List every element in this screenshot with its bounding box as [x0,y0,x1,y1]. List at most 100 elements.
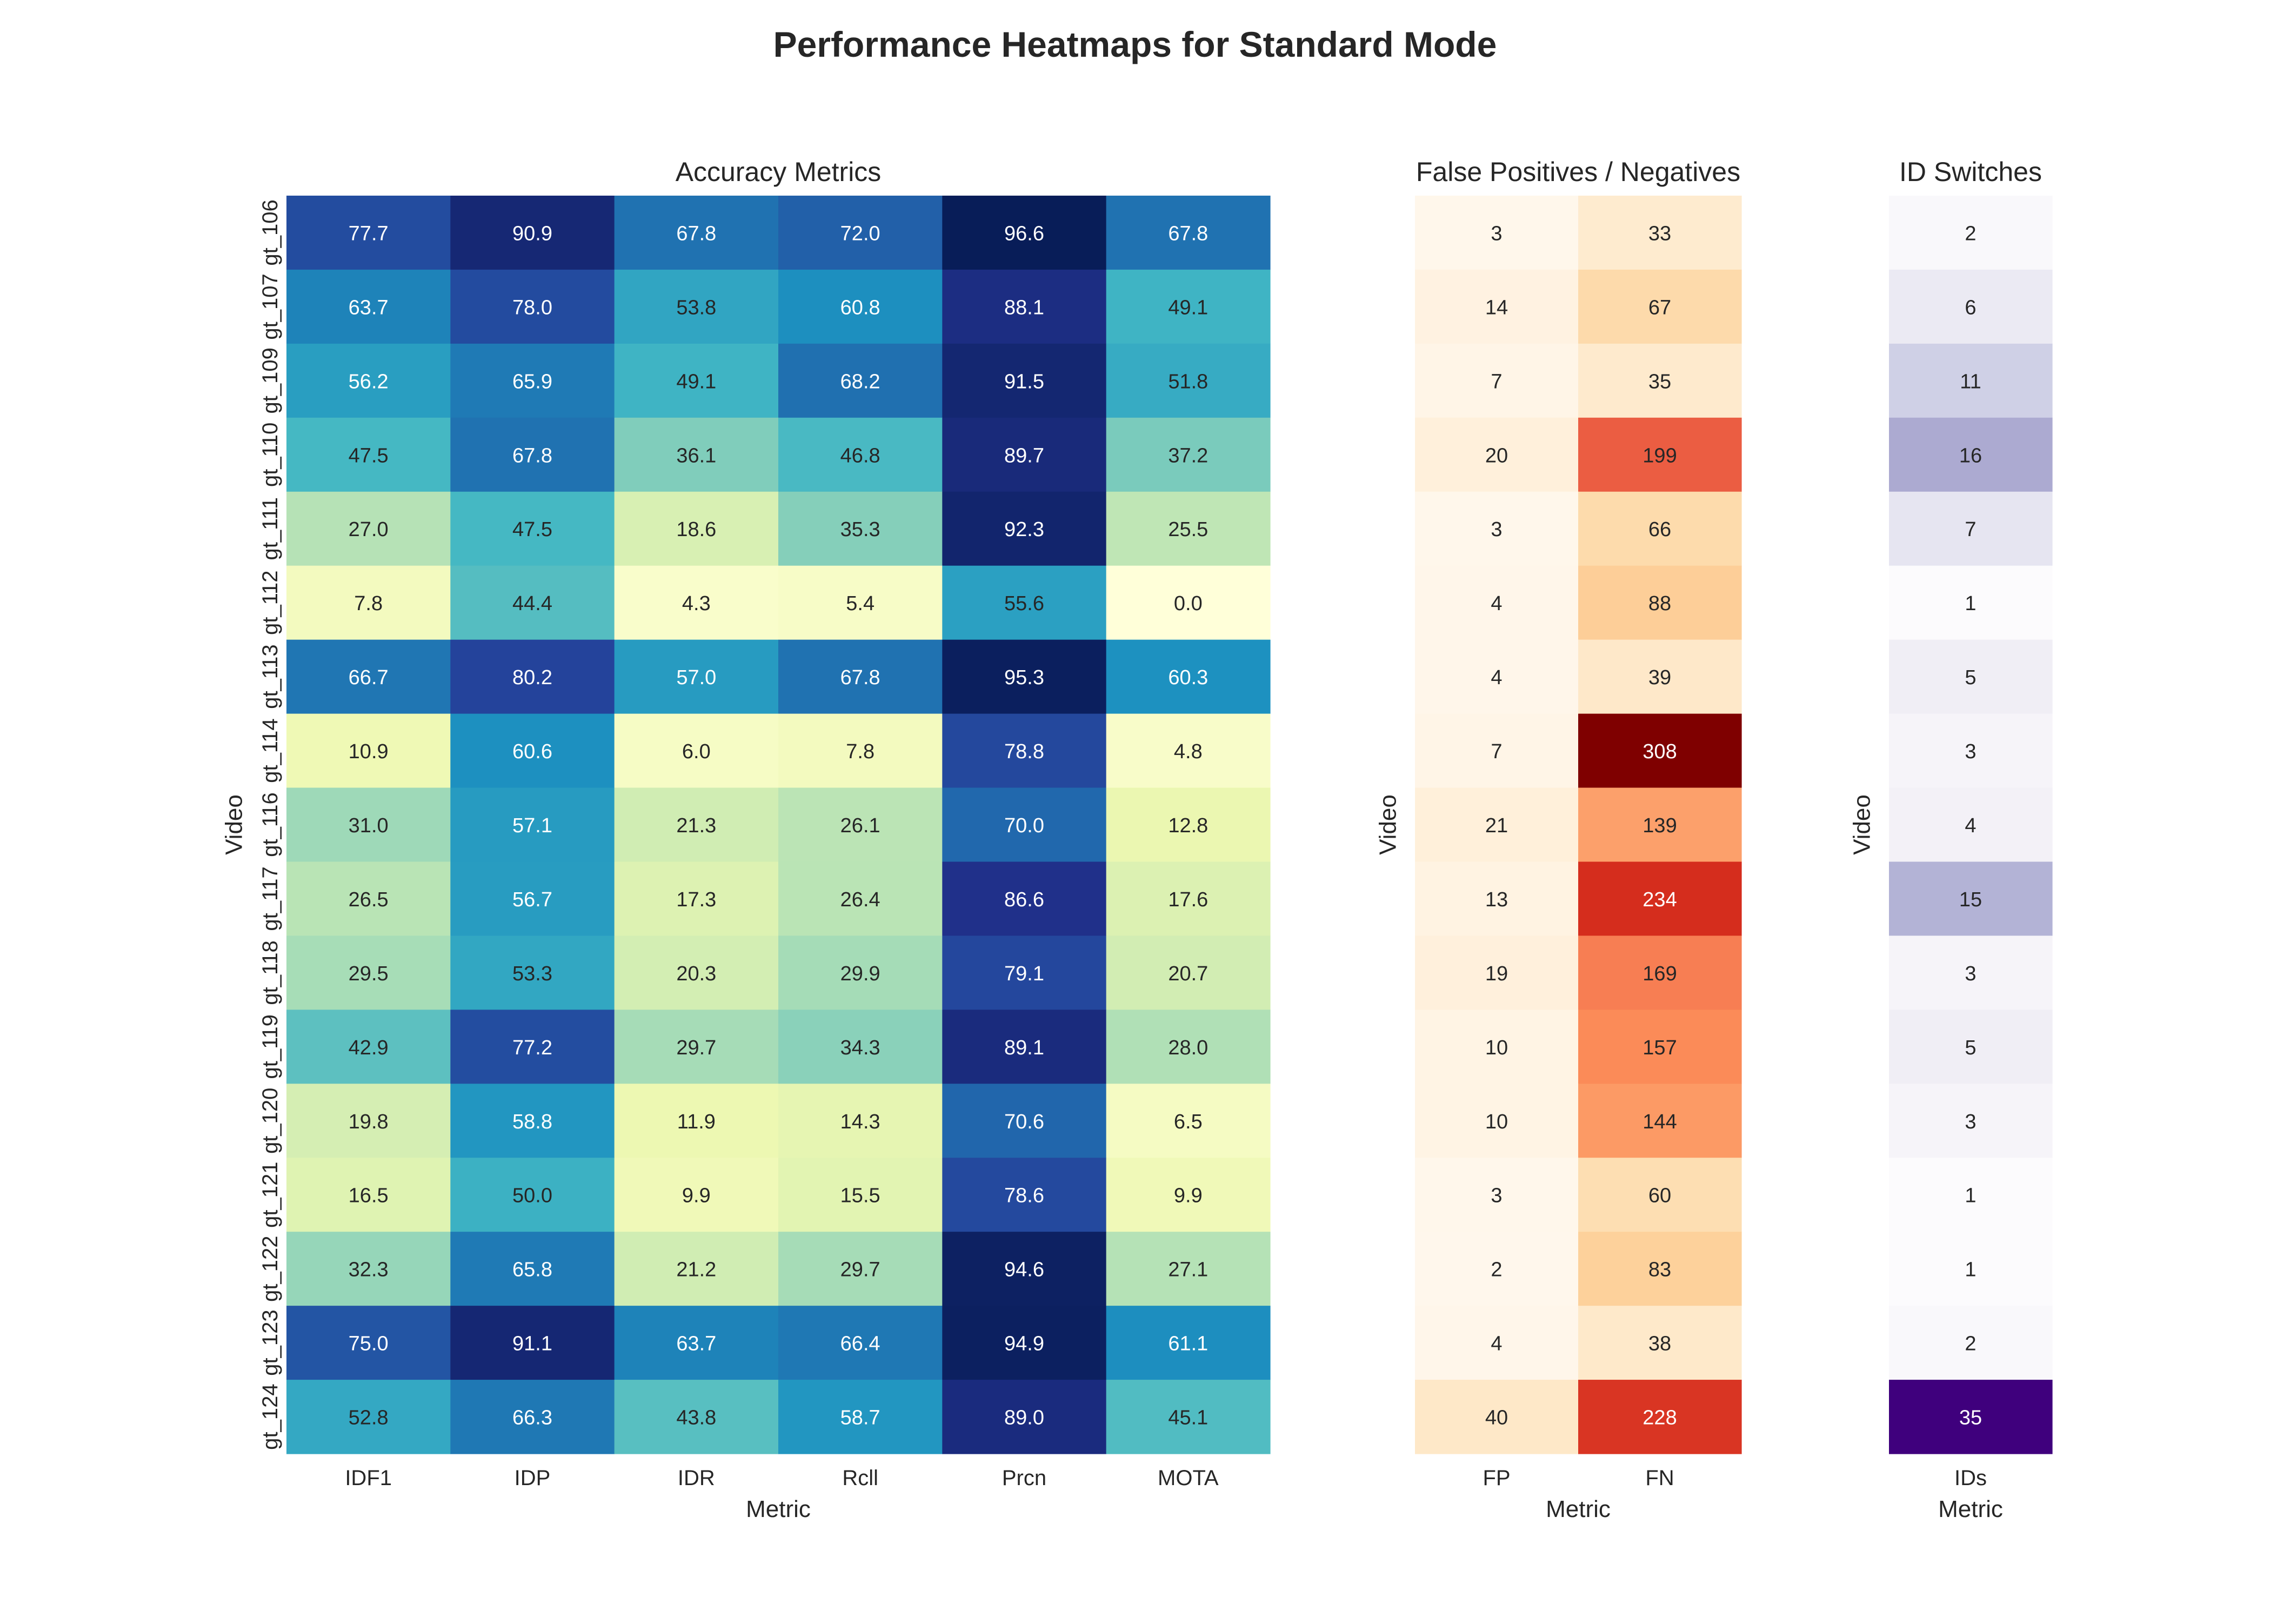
heatmap-cell [778,1084,943,1158]
y-tick-label: gt_121 [258,1162,282,1228]
y-axis-label: Video [221,794,248,855]
cell-label: 56.2 [349,370,389,393]
cell-label: 29.7 [676,1037,716,1059]
heatmap-cell [286,1158,451,1232]
x-tick-label: MOTA [1158,1466,1219,1490]
cell-label: 3 [1491,222,1502,245]
heatmap-cell [1415,935,1579,1010]
heatmap-cell [1415,491,1579,566]
cell-label: 10 [1485,1037,1508,1059]
heatmap-cell [942,196,1107,270]
cell-label: 19 [1485,963,1508,985]
heatmap-cell [614,1084,779,1158]
heatmap-cell [1415,565,1579,640]
cell-label: 3 [1965,1111,1976,1133]
cell-label: 157 [1643,1037,1677,1059]
heatmap-cell [450,565,615,640]
heatmap-cell [1578,1084,1742,1158]
heatmap-cell [614,417,779,492]
x-axis-label: Metric [1938,1496,2003,1522]
cell-label: 6.5 [1174,1111,1203,1133]
cell-label: 67.8 [512,444,552,467]
cell-label: 20.3 [676,963,716,985]
y-tick-label: gt_112 [258,570,282,634]
heatmap-cell [286,1084,451,1158]
cell-label: 42.9 [349,1037,389,1059]
heatmap-cell [286,491,451,566]
y-tick-label: gt_119 [258,1014,282,1079]
cell-label: 139 [1643,814,1677,837]
heatmap-cell [286,1232,451,1306]
cell-label: 49.1 [676,370,716,393]
heatmap-cell [778,639,943,714]
cell-label: 39 [1648,666,1671,689]
heatmap-cell [286,639,451,714]
cell-label: 144 [1643,1111,1677,1133]
y-tick-label: gt_111 [258,497,282,560]
heatmap-cell [1578,1306,1742,1380]
cell-label: 14 [1485,296,1508,319]
heatmap-cell [1578,491,1742,566]
cell-label: 67.8 [1168,222,1208,245]
cell-label: 57.0 [676,666,716,689]
heatmap-cell [1415,196,1579,270]
heatmap-cell [1578,861,1742,937]
heatmap-cell [286,861,451,937]
heatmap-cell [286,935,451,1010]
heatmap-cell [942,1010,1107,1084]
cell-label: 20.7 [1168,963,1208,985]
heatmap-cell [286,713,451,788]
heatmap-cell [1106,1010,1271,1084]
cell-label: 5 [1965,1037,1976,1059]
heatmap-cell [286,417,451,492]
y-tick-label: gt_117 [258,866,282,931]
cell-label: 35.3 [840,518,880,541]
x-tick-label: IDF1 [345,1466,392,1490]
cell-label: 55.6 [1004,592,1044,615]
cell-label: 70.0 [1004,814,1044,837]
cell-label: 90.9 [512,222,552,245]
y-tick-label: gt_114 [258,718,282,783]
cell-label: 37.2 [1168,444,1208,467]
heatmap-cell [1106,935,1271,1010]
heatmap-cell [614,935,779,1010]
heatmap-cell [778,1232,943,1306]
cell-label: 45.1 [1168,1407,1208,1429]
heatmap-cell [1889,269,2053,344]
y-tick-label: gt_109 [258,347,282,413]
heatmap-cell [1106,713,1271,788]
heatmap-cell [1889,491,2053,566]
cell-label: 7 [1491,740,1502,763]
heatmap-cell [614,861,779,937]
cell-label: 29.5 [349,963,389,985]
heatmap-cell [450,196,615,270]
heatmap-cell [450,1084,615,1158]
cell-label: 4 [1965,814,1976,837]
x-axis-label: Metric [1546,1496,1611,1522]
cell-label: 49.1 [1168,296,1208,319]
heatmap-cell [614,787,779,863]
cell-label: 11 [1960,370,1981,393]
heatmap-panel-1: Accuracy Metrics 77.7 90.9 67.8 72.0 96.6 67.8… [221,157,1271,1522]
y-tick-label: gt_124 [258,1384,282,1449]
y-tick-label: gt_110 [258,423,282,487]
cell-label: 2 [1491,1259,1502,1281]
heatmap-cell [1415,417,1579,492]
heatmap-cell [1106,1232,1271,1306]
cell-label: 60.8 [840,296,880,319]
heatmap-cell [1106,565,1271,640]
cell-label: 26.4 [840,888,880,911]
heatmap-panel-3: ID Switches261116715341535311235IDsMetri… [1849,157,2053,1522]
heatmap-cell [1415,713,1579,788]
heatmap-cell [1889,1084,2053,1158]
heatmap-cell [1578,639,1742,714]
heatmap-cell [1889,713,2053,788]
heatmap-cell [778,1158,943,1232]
y-tick-label: gt_116 [258,792,282,857]
cell-label: 46.8 [840,444,880,467]
heatmap-cell [450,713,615,788]
heatmap-cell [1889,565,2053,640]
cell-label: 96.6 [1004,222,1044,245]
cell-label: 67.8 [840,666,880,689]
